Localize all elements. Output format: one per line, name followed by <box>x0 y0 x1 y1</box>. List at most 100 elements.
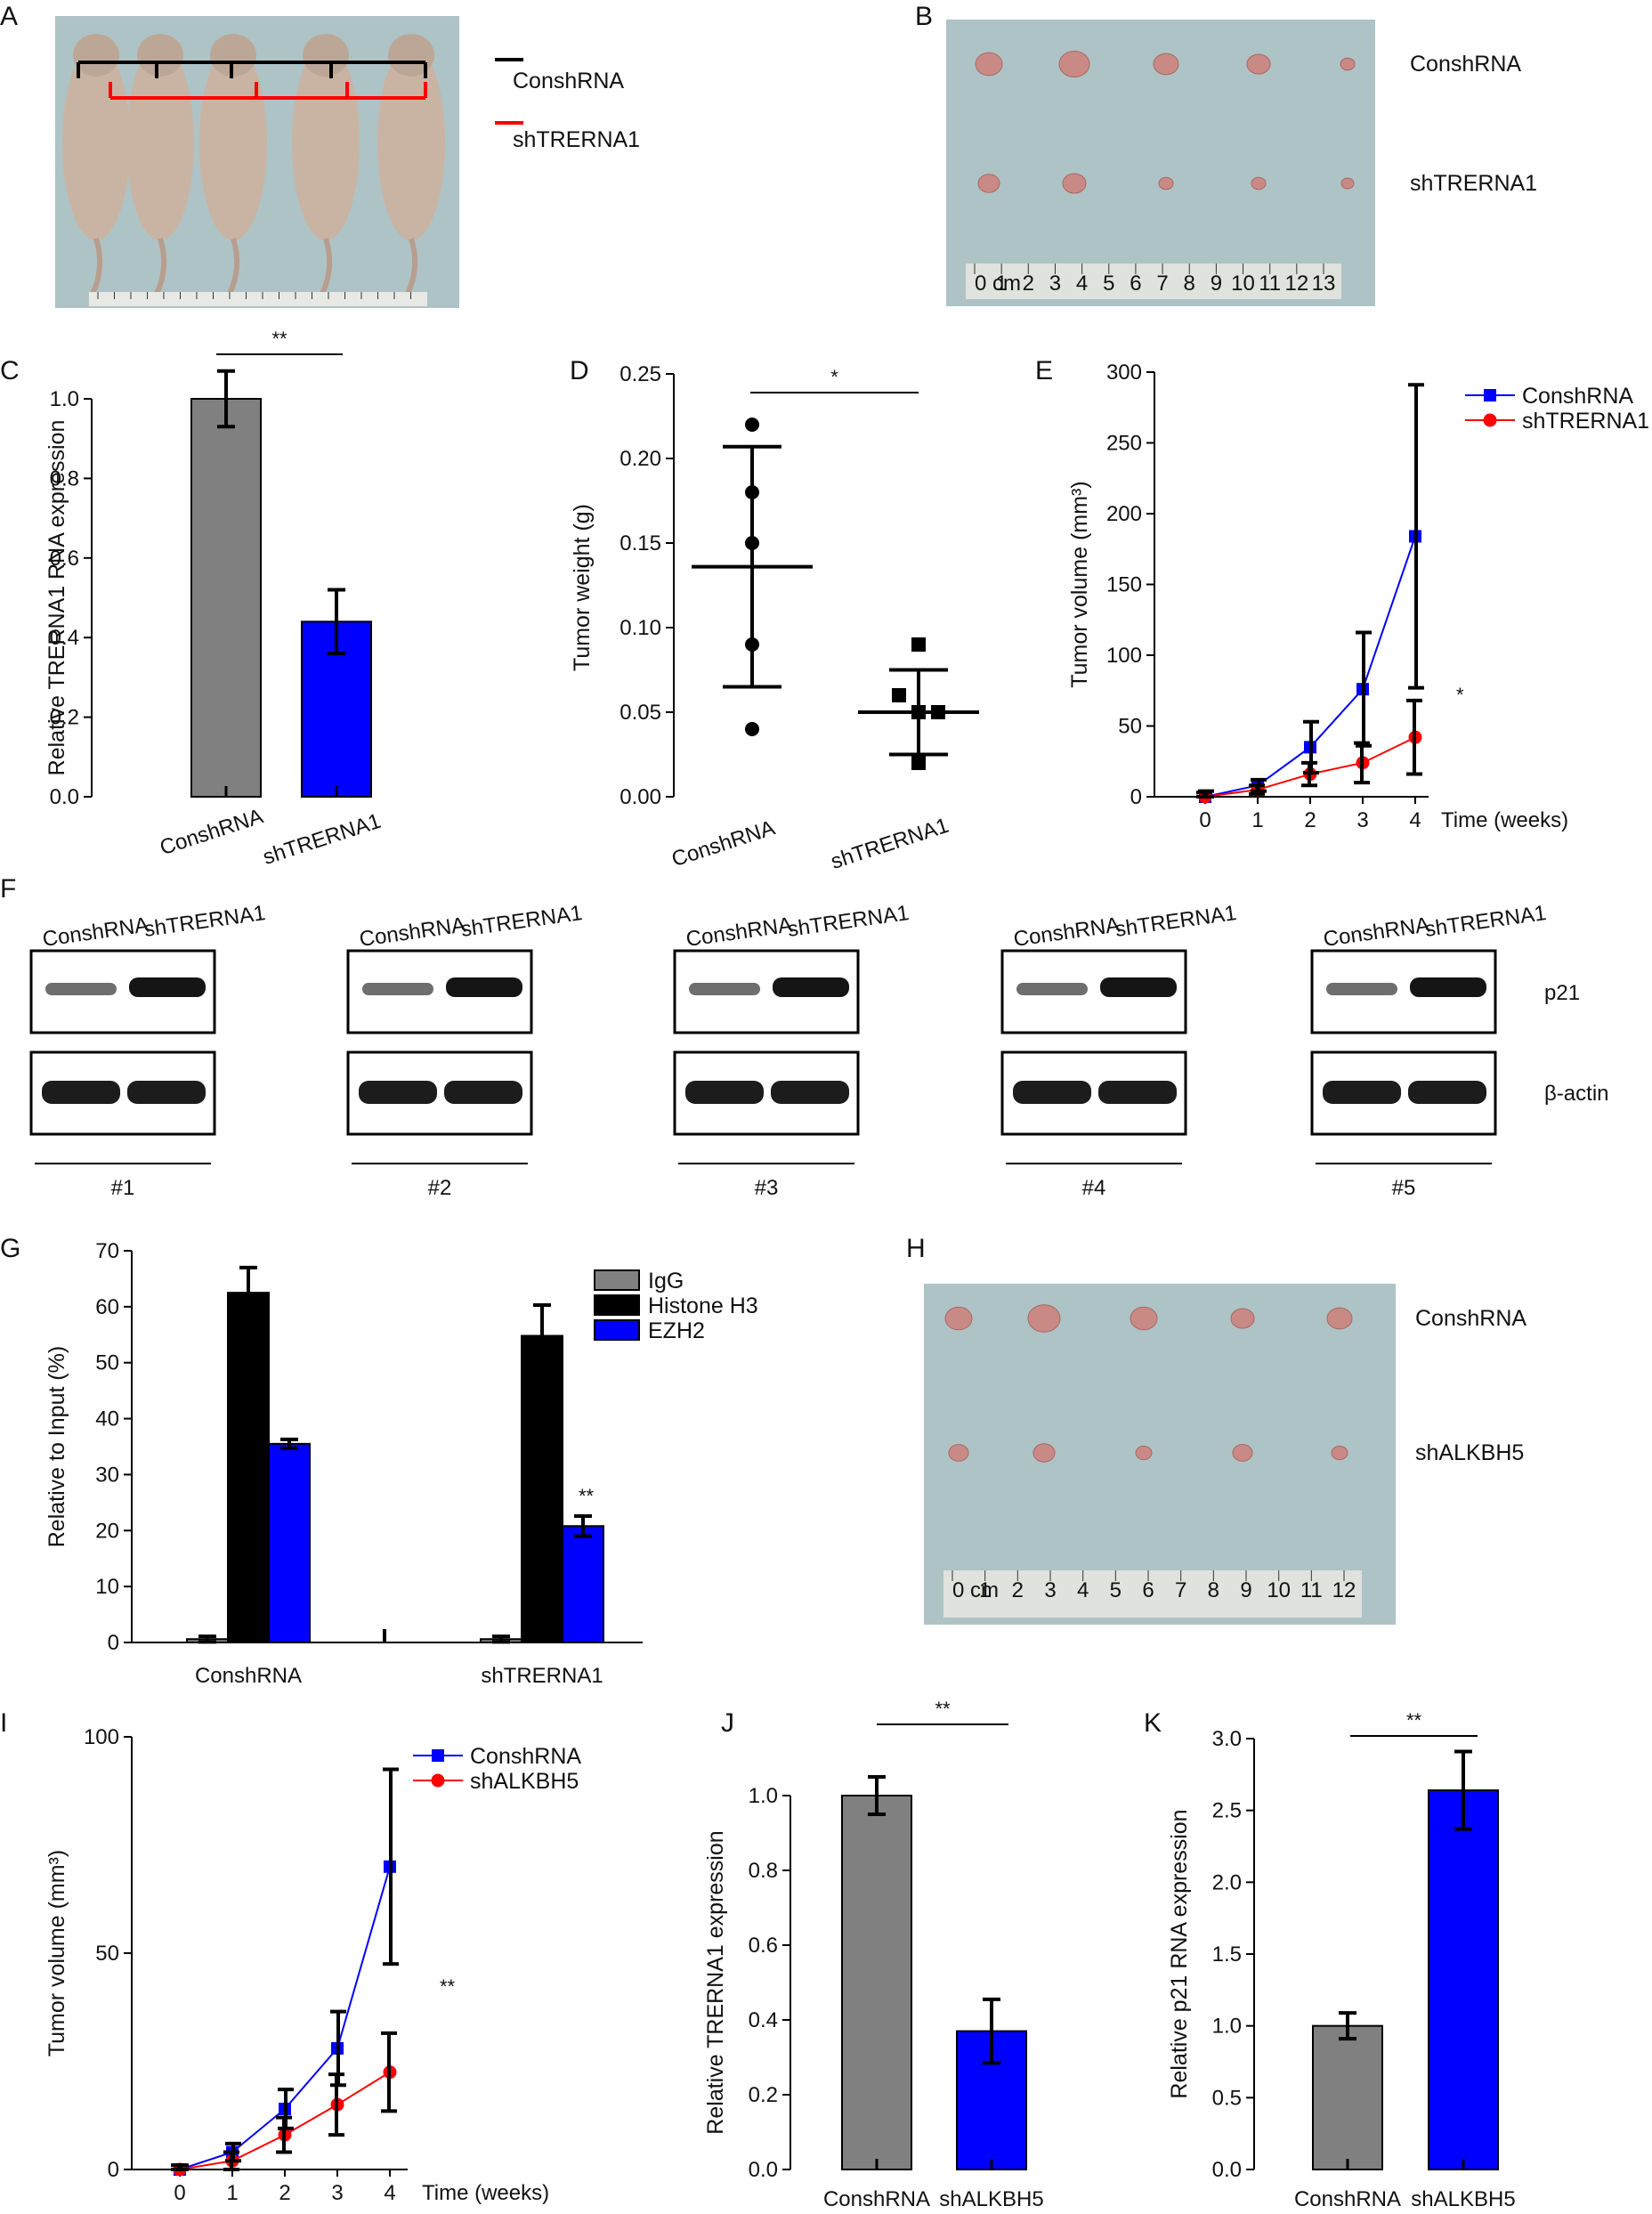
mouse-head <box>303 34 349 77</box>
x-tick-label: shTRERNA1 <box>260 809 384 870</box>
ruler-label: 6 <box>1130 272 1141 296</box>
tumor <box>948 1444 969 1462</box>
panel-label-d: D <box>570 356 589 385</box>
lane-label: shTRERNA1 <box>1423 901 1548 942</box>
mouse-tail <box>227 238 240 296</box>
ruler-label: 3 <box>1044 1578 1056 1602</box>
y-tick-label: 0.0 <box>1212 2158 1242 2182</box>
x-tick-label: 0 <box>174 2181 185 2205</box>
band-p21-sh <box>773 977 849 997</box>
band-p21-consh <box>1016 983 1088 995</box>
y-tick-label: 50 <box>95 1351 119 1375</box>
band-actin-consh <box>685 1081 764 1104</box>
significance-bracket: * <box>750 366 919 393</box>
error-bar <box>1196 791 1212 799</box>
band-actin-sh <box>444 1081 522 1104</box>
chart-d: ConshRNA shTRERNA1 Tumor weight (g) <box>570 418 979 874</box>
row-label: shALKBH5 <box>1415 1440 1524 1465</box>
band-actin-consh <box>1013 1081 1091 1104</box>
error-bar <box>1249 783 1265 796</box>
error-bar <box>381 2031 397 2113</box>
y-tick-label: 0.05 <box>620 701 661 725</box>
error-bar <box>1301 760 1317 788</box>
y-tick-label: 2.0 <box>1212 1870 1242 1894</box>
ruler-label: 8 <box>1208 1578 1219 1602</box>
error-bar <box>1454 1749 1472 1831</box>
mouse-head <box>73 34 119 77</box>
y-tick-label: 40 <box>95 1407 119 1431</box>
error-bar <box>492 1634 510 1644</box>
x-tick-label: shALKBH5 <box>939 2187 1043 2211</box>
x-tick-label: shALKBH5 <box>1411 2187 1515 2211</box>
y-axis-c: 0.0 0.2 0.4 0.6 0.8 1.0 <box>50 387 93 809</box>
ruler-label: 0 cm <box>952 1578 999 1602</box>
error-bar <box>574 1513 592 1538</box>
legend-label: shALKBH5 <box>470 1769 579 1794</box>
error-bar <box>280 1437 298 1450</box>
row-label-p21: p21 <box>1544 981 1580 1005</box>
ruler <box>89 292 427 306</box>
y-tick-label: 1.0 <box>50 387 79 411</box>
ruler-label: 1 <box>995 272 1007 296</box>
y-axis-label: Relative TRERNA1 RNA expression <box>45 420 69 776</box>
significance-label: * <box>830 366 838 388</box>
y-tick-label: 70 <box>95 1239 119 1263</box>
data-point <box>892 688 906 702</box>
tumor <box>975 52 1003 77</box>
legend-label: Histone H3 <box>648 1294 758 1318</box>
legend-swatch <box>594 1319 640 1341</box>
mouse-figure <box>199 34 267 296</box>
y-tick-label: 50 <box>95 1942 119 1966</box>
tumor <box>1158 176 1174 191</box>
data-point <box>745 418 759 432</box>
tumor <box>1027 1304 1061 1333</box>
tumor <box>1340 177 1355 190</box>
x-tick-label: ConshRNA <box>195 1664 302 1688</box>
legend-marker <box>432 1749 444 1762</box>
y-tick-label: 0.8 <box>50 466 79 491</box>
legend-label-consh: ConshRNA <box>513 69 624 93</box>
y-tick-label: 0.2 <box>749 2083 778 2107</box>
y-tick-label: 0.4 <box>749 2008 778 2032</box>
significance-bracket: ** <box>877 1698 1008 1725</box>
tumor <box>1340 57 1356 71</box>
y-tick-label: 20 <box>95 1519 119 1543</box>
x-axis-label: Time (weeks) <box>422 2181 549 2205</box>
y-axis-i: 0 50 100 <box>84 1725 133 2182</box>
x-tick-label: 3 <box>1356 808 1368 832</box>
error-bar <box>328 2072 344 2137</box>
y-axis-label: Tumor volume (mm³) <box>45 1850 69 2056</box>
y-tick-label: 250 <box>1106 432 1142 456</box>
mouse-figure <box>377 34 445 296</box>
panel-label-g: G <box>0 1234 20 1263</box>
band-p21-consh <box>362 983 433 995</box>
y-axis-label: Relative p21 RNA expression <box>1167 1809 1192 2098</box>
band-actin-consh <box>42 1081 120 1104</box>
x-axis-label: Time (weeks) <box>1441 808 1568 832</box>
ruler-label: 11 <box>1259 272 1281 296</box>
mouse-head <box>210 34 256 77</box>
ruler-label: 10 <box>1267 1578 1291 1602</box>
y-tick-label: 30 <box>95 1463 119 1487</box>
lane-label: ConshRNA <box>41 912 150 951</box>
panel-label-h: H <box>906 1234 926 1263</box>
error-bar <box>328 588 345 656</box>
legend-swatch <box>594 1294 640 1316</box>
bar-histone-h3 <box>227 1292 270 1643</box>
legend-label: IgG <box>648 1269 684 1294</box>
error-bar <box>1406 698 1422 776</box>
mouse-tail <box>154 238 167 296</box>
x-tick-label: 1 <box>226 2181 238 2205</box>
row-label: ConshRNA <box>1415 1306 1526 1331</box>
group-label: #1 <box>111 1176 135 1200</box>
error-bar <box>171 2163 187 2171</box>
tumor <box>1331 1445 1348 1461</box>
ruler-label: 9 <box>1211 272 1222 296</box>
band-p21-sh <box>129 977 206 997</box>
y-axis-label: Tumor volume (mm³) <box>1067 481 1092 687</box>
row-label: ConshRNA <box>1410 52 1521 77</box>
y-tick-label: 0.6 <box>50 547 79 571</box>
mouse-figure <box>62 34 130 296</box>
